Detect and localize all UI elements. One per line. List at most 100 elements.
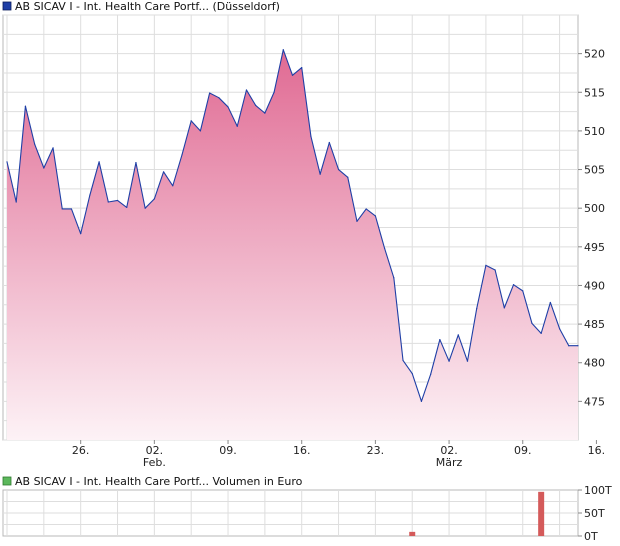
x-tick-label: 26. (72, 444, 90, 457)
price-point (107, 201, 109, 203)
price-y-tick-label: 515 (584, 86, 605, 99)
price-point (540, 332, 542, 334)
price-point (494, 269, 496, 271)
price-point (503, 307, 505, 309)
price-point (374, 215, 376, 217)
price-point (328, 141, 330, 144)
x-tick-label: 16. (293, 444, 311, 457)
price-point (558, 328, 561, 330)
price-point (172, 185, 174, 187)
price-point (273, 91, 275, 93)
price-point (144, 207, 146, 209)
price-point (135, 161, 137, 164)
price-point (485, 264, 487, 266)
price-point (236, 125, 238, 127)
price-point (448, 360, 450, 362)
price-point (255, 104, 257, 107)
price-point (190, 120, 192, 122)
price-point (512, 284, 515, 286)
volume-bars (409, 491, 545, 536)
price-point (43, 167, 45, 169)
price-point (199, 130, 202, 132)
date-x-axis: 26.02.Feb.09.16.23.02.März09.16.23.01.Ap… (72, 440, 606, 469)
price-point (6, 161, 8, 163)
volume-panel-title: AB SICAV I - Int. Health Care Portf... V… (15, 475, 303, 488)
price-point (365, 208, 367, 210)
x-tick-label: 16. (588, 444, 606, 457)
price-point (402, 359, 404, 362)
price-area-fill (7, 49, 578, 441)
price-point (15, 201, 17, 203)
price-y-tick-label: 520 (584, 48, 605, 61)
price-point (577, 345, 579, 347)
price-point (301, 66, 303, 69)
price-point (162, 171, 165, 173)
price-point (319, 173, 321, 175)
price-y-tick-label: 495 (584, 241, 605, 254)
price-point (52, 147, 54, 149)
price-point (356, 220, 358, 222)
price-point (181, 154, 183, 156)
price-point (383, 247, 386, 249)
price-point (531, 322, 533, 324)
price-point (282, 49, 284, 51)
x-tick-month-label: Feb. (143, 456, 166, 469)
price-point (347, 176, 349, 178)
price-point (61, 208, 63, 210)
volume-y-tick-label: 50T (584, 507, 605, 520)
price-point (411, 372, 413, 375)
price-point (439, 338, 441, 341)
price-y-tick-label: 485 (584, 318, 605, 331)
price-y-tick-label: 505 (584, 164, 605, 177)
price-panel-title: AB SICAV I - Int. Health Care Portf... (… (15, 0, 280, 13)
price-point (218, 97, 220, 99)
price-y-axis: 475 480 485 490 495 500 505 510 515 520 (578, 48, 605, 408)
volume-y-axis: 0T 50T 100T (578, 484, 612, 543)
volume-grid (2, 489, 579, 537)
price-point (522, 290, 524, 292)
price-point (457, 334, 459, 336)
price-y-tick-label: 500 (584, 202, 605, 215)
price-legend-swatch (2, 1, 12, 11)
price-y-tick-label: 490 (584, 279, 605, 292)
price-point (291, 74, 294, 76)
price-point (393, 277, 395, 279)
volume-y-tick-label: 0T (584, 530, 598, 543)
price-point (24, 105, 27, 107)
volume-legend-swatch (2, 476, 12, 486)
price-point (227, 106, 229, 108)
price-area-series (6, 49, 579, 441)
price-point (70, 208, 73, 210)
price-point (568, 345, 570, 347)
x-tick-label: 02. (146, 444, 164, 457)
x-tick-label: 09. (219, 444, 237, 457)
price-point (153, 198, 155, 200)
price-point (126, 206, 128, 209)
price-point (245, 89, 248, 91)
price-point (209, 92, 211, 94)
price-point (337, 168, 340, 171)
price-point (80, 233, 82, 235)
price-point (98, 161, 100, 163)
price-point (310, 135, 312, 137)
price-point (430, 373, 432, 375)
price-point (549, 301, 551, 304)
price-point (89, 194, 91, 196)
price-y-tick-label: 510 (584, 125, 605, 138)
price-point (476, 308, 478, 310)
price-y-tick-label: 475 (584, 395, 605, 408)
x-tick-month-label: März (436, 456, 463, 469)
volume-bar (409, 531, 416, 536)
price-point (116, 199, 119, 202)
price-point (34, 143, 36, 145)
price-point (420, 400, 423, 402)
volume-y-tick-label: 100T (584, 484, 612, 497)
volume-bar (538, 491, 545, 536)
price-point (466, 360, 469, 362)
x-tick-label: 23. (367, 444, 385, 457)
x-tick-label: 09. (514, 444, 532, 457)
price-point (264, 112, 266, 114)
x-tick-label: 02. (440, 444, 458, 457)
